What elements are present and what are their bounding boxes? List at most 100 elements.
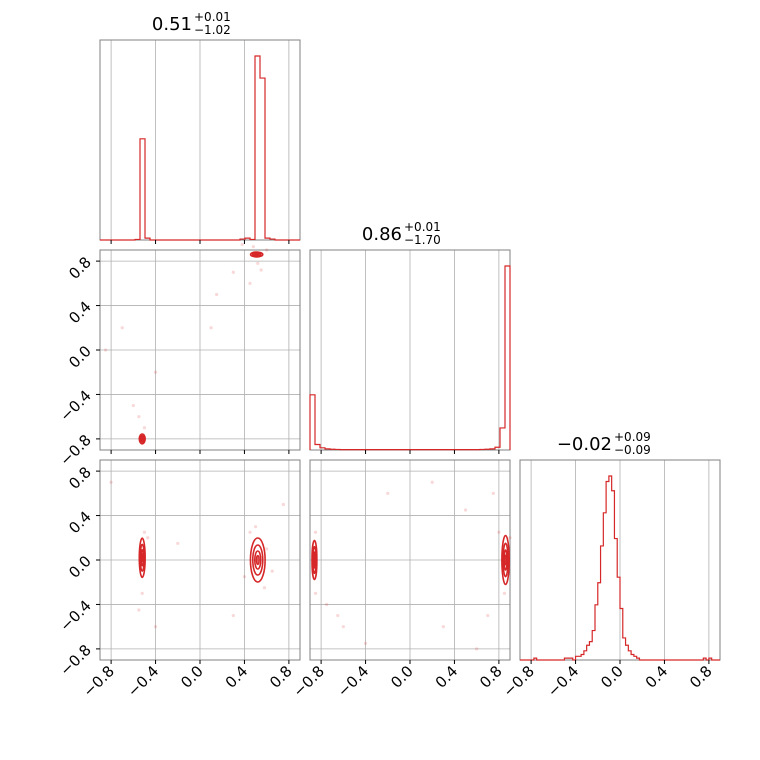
histogram-panel-0: 0.51 +0.01−1.02 xyxy=(99,10,301,244)
panel-title-plus: +0.01 xyxy=(194,10,231,24)
density-core xyxy=(255,554,260,566)
x-tick-label: 0.4 xyxy=(642,662,672,692)
y-tick-label: −0.4 xyxy=(56,387,94,425)
density-core xyxy=(313,555,316,565)
scatter-point xyxy=(140,591,144,595)
scatter-point xyxy=(215,292,219,297)
scatter-point xyxy=(336,613,340,618)
scatter-point xyxy=(251,245,255,249)
scatter-point xyxy=(265,547,269,551)
scatter-point xyxy=(491,491,495,495)
panel-title-minus: −0.09 xyxy=(614,443,651,457)
scatter-point xyxy=(313,591,318,595)
x-tick-label: 0.0 xyxy=(177,662,207,692)
x-tick-label: 0.4 xyxy=(432,662,462,692)
y-tick-label: 0.0 xyxy=(65,552,95,582)
x-tick-label: −0.4 xyxy=(544,662,582,700)
scatter-point xyxy=(176,541,180,545)
y-tick-label: −0.8 xyxy=(56,431,94,469)
scatter-point xyxy=(137,608,141,612)
scatter-point xyxy=(109,480,113,484)
histogram-panel-1: 0.86 +0.01−1.70 xyxy=(309,220,511,454)
scatter-point xyxy=(248,281,252,285)
density-contour xyxy=(138,433,146,445)
x-tick-label: −0.4 xyxy=(334,662,372,700)
density-contour xyxy=(249,537,266,583)
y-tick-label: 0.4 xyxy=(65,298,95,328)
panel-title-minus: −1.70 xyxy=(404,233,441,247)
scatter-point xyxy=(253,525,258,529)
scatter-point xyxy=(142,530,147,534)
panel-title-minus: −1.02 xyxy=(194,23,231,37)
y-tick-label: 0.0 xyxy=(65,342,95,372)
panel-title-value: 0.51 xyxy=(152,14,192,35)
scatter-point xyxy=(313,530,318,534)
y-tick-label: 0.4 xyxy=(65,508,95,538)
scatter-point xyxy=(248,530,252,534)
density-contour xyxy=(253,550,262,570)
y-tick-label: 0.8 xyxy=(65,253,95,283)
x-tick-label: 0.0 xyxy=(597,662,627,692)
panel-title-value: −0.02 xyxy=(557,434,612,455)
scatter-point xyxy=(256,261,260,265)
scatter-point xyxy=(497,530,501,534)
scatter-point xyxy=(508,536,512,540)
scatter-point xyxy=(240,242,244,247)
scatter-point xyxy=(262,586,267,590)
x-tick-label: 0.8 xyxy=(686,662,716,692)
scatter-point xyxy=(463,508,468,512)
x-tick-label: −0.8 xyxy=(289,662,327,700)
scatter-point xyxy=(363,641,368,645)
scatter-point xyxy=(142,426,147,430)
scatter-point xyxy=(281,502,285,507)
density-contour xyxy=(501,534,511,586)
x-tick-label: 0.4 xyxy=(222,662,252,692)
scatter-point xyxy=(475,647,479,651)
scatter-point xyxy=(231,613,235,618)
x-tick-label: −0.4 xyxy=(124,662,162,700)
scatter-point xyxy=(103,348,108,352)
scatter-point xyxy=(441,625,445,629)
scatter-point xyxy=(131,403,135,408)
x-tick-label: −0.8 xyxy=(79,662,117,700)
density-contour xyxy=(502,542,509,578)
density-core xyxy=(504,554,507,566)
scatter-point xyxy=(259,268,263,272)
scatter-point xyxy=(386,491,390,495)
scatter-point xyxy=(242,575,247,579)
scatter-point xyxy=(120,326,124,330)
histogram-step xyxy=(520,475,720,661)
scatter-point xyxy=(265,248,269,252)
density-contour xyxy=(251,544,264,576)
pair-panel-1-2: −0.8 −0.4 0.0 0.4 0.8 xyxy=(289,459,512,701)
scatter-point xyxy=(146,536,150,540)
pair-panel-0-2: −0.8 −0.4 0.0 0.4 0.8−0.8−0.40.00.40.8 xyxy=(56,459,301,701)
density-core xyxy=(141,437,144,441)
panel-title-value: 0.86 xyxy=(362,224,402,245)
histogram-step xyxy=(100,55,300,241)
histogram-panel-2: −0.8 −0.4 0.0 0.4 0.8 −0.02 +0.09−0.09 xyxy=(499,430,721,701)
scatter-point xyxy=(486,613,490,618)
x-tick-label: −0.8 xyxy=(499,662,537,700)
x-tick-label: 0.0 xyxy=(387,662,417,692)
panel-title-plus: +0.01 xyxy=(404,220,441,234)
density-contour xyxy=(138,537,146,579)
scatter-point xyxy=(137,415,141,419)
scatter-point xyxy=(502,591,507,595)
y-tick-label: −0.8 xyxy=(56,641,94,679)
scatter-point xyxy=(153,625,158,629)
scatter-point xyxy=(231,270,235,274)
histogram-step xyxy=(309,265,511,451)
scatter-point xyxy=(325,602,329,607)
panel-title-plus: +0.09 xyxy=(614,430,651,444)
y-tick-label: −0.4 xyxy=(56,597,94,635)
density-contour xyxy=(503,549,508,571)
scatter-point xyxy=(341,625,345,629)
scatter-point xyxy=(153,370,158,374)
scatter-point xyxy=(270,569,274,573)
scatter-point xyxy=(430,480,434,484)
scatter-point xyxy=(209,326,213,330)
density-core xyxy=(141,553,144,563)
density-core xyxy=(254,253,259,256)
